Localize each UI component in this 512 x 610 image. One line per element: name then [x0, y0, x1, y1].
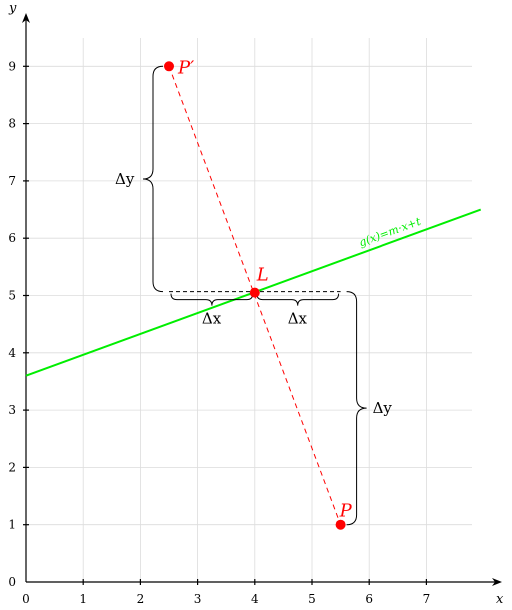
x-tick-label: 3 — [194, 592, 202, 606]
label-delta-y-lower: Δy — [373, 399, 393, 417]
brace-delta-y-upper — [142, 65, 164, 293]
x-axis-label: x — [496, 592, 504, 607]
point-l-label: L — [256, 265, 269, 286]
y-tick-label: 6 — [8, 231, 16, 245]
y-tick-label: 0 — [8, 575, 16, 589]
grid — [26, 38, 472, 582]
label-delta-x-right: Δx — [288, 310, 308, 328]
brace-delta-x-left — [170, 293, 254, 306]
x-tick-label: 7 — [423, 592, 431, 606]
point-p-label: P — [339, 501, 353, 522]
point-p-prime — [164, 61, 174, 72]
point-p — [335, 519, 346, 530]
y-tick-label: 5 — [8, 289, 16, 303]
x-tick-label: 1 — [79, 592, 87, 606]
brace-delta-x-right — [256, 293, 340, 306]
x-tick-label: 6 — [365, 592, 373, 606]
y-axis-label: y — [8, 1, 17, 16]
point-l — [249, 287, 260, 298]
y-tick-label: 2 — [8, 460, 16, 474]
x-tick-label: 0 — [22, 592, 30, 606]
label-delta-x-left: Δx — [202, 310, 222, 328]
axis-ticks: 0 1 2 3 4 5 6 7 0 1 2 3 4 5 6 7 8 9 — [8, 59, 430, 606]
y-tick-label: 4 — [8, 346, 16, 360]
x-tick-label: 4 — [251, 592, 259, 606]
y-tick-label: 7 — [8, 174, 16, 188]
label-delta-y-upper: Δy — [115, 170, 135, 188]
y-tick-label: 9 — [8, 59, 16, 73]
axes: x y — [8, 1, 504, 607]
y-axis-arrowhead — [22, 13, 30, 23]
y-tick-label: 1 — [8, 518, 16, 532]
x-axis-arrowhead — [492, 578, 502, 586]
line-g-label: g(x)=m·x+t — [357, 215, 423, 250]
y-tick-label: 8 — [8, 117, 16, 131]
x-tick-label: 2 — [137, 592, 145, 606]
brace-delta-y-lower — [346, 291, 367, 526]
y-tick-label: 3 — [8, 403, 16, 417]
x-tick-label: 5 — [308, 592, 316, 606]
point-p-prime-label: P′ — [177, 57, 194, 78]
